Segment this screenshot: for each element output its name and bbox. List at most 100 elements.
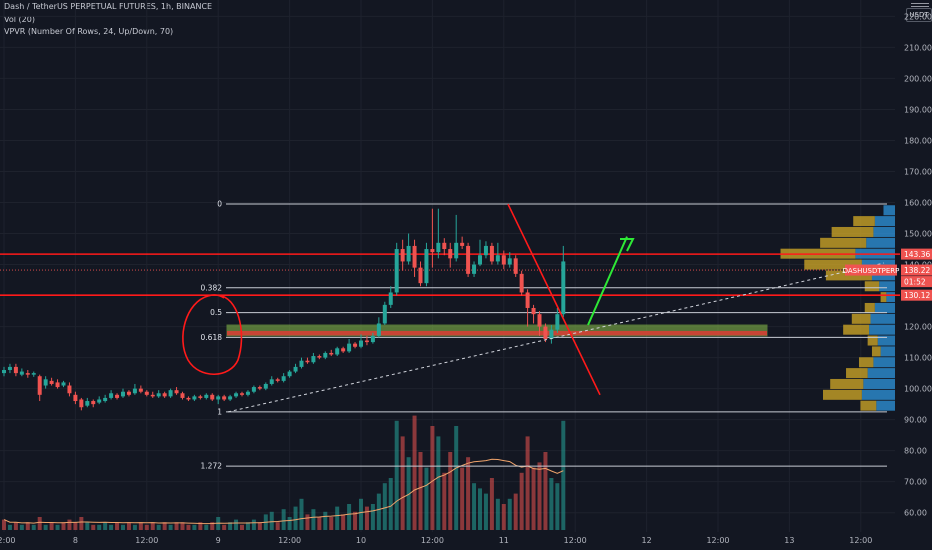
candle-body	[150, 394, 155, 397]
candle-body	[472, 264, 477, 274]
candle-body	[305, 360, 310, 363]
candle-body	[138, 388, 143, 392]
volume-bar	[156, 524, 161, 530]
volume-bar	[31, 524, 36, 530]
vpvr-down-bar	[846, 368, 868, 379]
volume-bar	[186, 524, 191, 530]
volume-bar	[192, 524, 197, 530]
volume-bar	[132, 524, 137, 530]
vpvr-up-bar	[883, 205, 895, 216]
volume-bar	[359, 498, 363, 530]
volume-bar	[495, 498, 500, 530]
price-tag-text: 01:52	[904, 278, 926, 287]
candle-body	[222, 396, 227, 400]
volume-bar	[442, 472, 447, 530]
volume-bar	[180, 522, 185, 530]
price-tick-label: 70.00	[904, 478, 927, 487]
price-tag-text: 130.12	[904, 291, 930, 300]
vpvr-down-bar	[871, 346, 881, 357]
candle-body	[25, 373, 30, 375]
fib-level-label: 1.272	[201, 462, 223, 471]
volume-bar	[37, 517, 42, 530]
vpvr-up-bar	[874, 302, 895, 313]
price-tick-label: 170.00	[904, 167, 932, 176]
candle-body	[115, 394, 120, 398]
vpvr-down-bar	[830, 378, 864, 389]
price-tick-label: 200.00	[904, 74, 932, 83]
volume-bar	[126, 522, 131, 530]
candle-body	[299, 360, 304, 367]
volume-indicator-label[interactable]: Vol (20)	[4, 14, 35, 24]
volume-bar	[424, 467, 429, 530]
price-axis: 60.00 70.00 80.00 90.00 100.00 110.00 120.00 13…	[843, 12, 932, 518]
candle-body	[97, 399, 102, 403]
volume-bar	[329, 517, 334, 530]
candle-body	[311, 356, 316, 363]
time-tick-label: 12:00	[135, 536, 158, 545]
volume-bar	[317, 517, 322, 530]
volume-bar	[281, 509, 286, 530]
volume-bar	[335, 506, 340, 530]
candle-body	[234, 393, 239, 397]
vpvr-up-bar	[876, 400, 895, 411]
volume-bar	[466, 457, 471, 530]
candle-body	[519, 273, 524, 293]
volume-bar	[150, 522, 155, 530]
candle-body	[370, 335, 375, 343]
vpvr-up-bar	[863, 378, 895, 389]
volume-bar	[168, 524, 173, 530]
volume-bar	[561, 420, 566, 530]
candle-body	[43, 379, 48, 386]
volume-bar	[245, 522, 250, 530]
vpvr-down-bar	[804, 259, 862, 270]
candle-body	[216, 396, 221, 400]
price-tick-label: 100.00	[904, 385, 932, 394]
candle-body	[382, 304, 387, 324]
volume-bar	[222, 524, 227, 530]
volume-bar	[85, 522, 90, 530]
vpvr-up-bar	[873, 226, 895, 237]
volume-bar	[347, 504, 352, 530]
price-tag	[901, 289, 932, 301]
candle-body	[228, 396, 233, 400]
candle-body	[388, 292, 393, 305]
time-tick-label: 12:00	[849, 536, 872, 545]
candle-body	[507, 258, 512, 265]
candle-body	[144, 391, 149, 395]
candle-body	[121, 391, 125, 397]
volume-bar	[293, 506, 298, 530]
candle-body	[341, 348, 346, 352]
candle-body	[543, 326, 548, 339]
volume-bar	[382, 483, 387, 530]
candle-body	[436, 242, 441, 253]
candle-body	[257, 387, 262, 389]
symbol-title[interactable]: Dash / TetherUS PERPETUAL FUTURES, 1h, B…	[4, 2, 213, 11]
fib-level-label: 1	[217, 407, 222, 416]
vpvr-down-bar	[864, 302, 875, 313]
candle-body	[126, 391, 131, 395]
menu-icon[interactable]	[911, 3, 929, 9]
fib-level-label: 0.5	[210, 308, 222, 317]
volume-bar	[7, 524, 12, 530]
candle-body	[460, 242, 465, 246]
time-tick-label: 8	[73, 536, 78, 545]
vpvr-indicator-label[interactable]: VPVR (Number Of Rows, 24, Up/Down, 70)	[4, 27, 174, 36]
grid-lines	[0, 0, 895, 532]
candle-body	[85, 401, 90, 406]
volume-bar	[269, 511, 274, 530]
vpvr-down-bar	[860, 400, 877, 411]
volume-bar	[454, 426, 459, 530]
time-tick-label: 12:00	[278, 536, 301, 545]
volume-bars	[2, 415, 566, 530]
candle-body	[537, 314, 542, 327]
candle-body	[109, 393, 114, 398]
volume-bar	[388, 478, 393, 530]
volume-bar	[13, 522, 18, 530]
volume-bar	[275, 522, 280, 530]
drawings	[182, 203, 885, 413]
candle-body	[73, 394, 78, 402]
candle-body	[19, 371, 24, 375]
time-tick-label: 9	[216, 536, 221, 545]
candle-body	[192, 396, 197, 400]
